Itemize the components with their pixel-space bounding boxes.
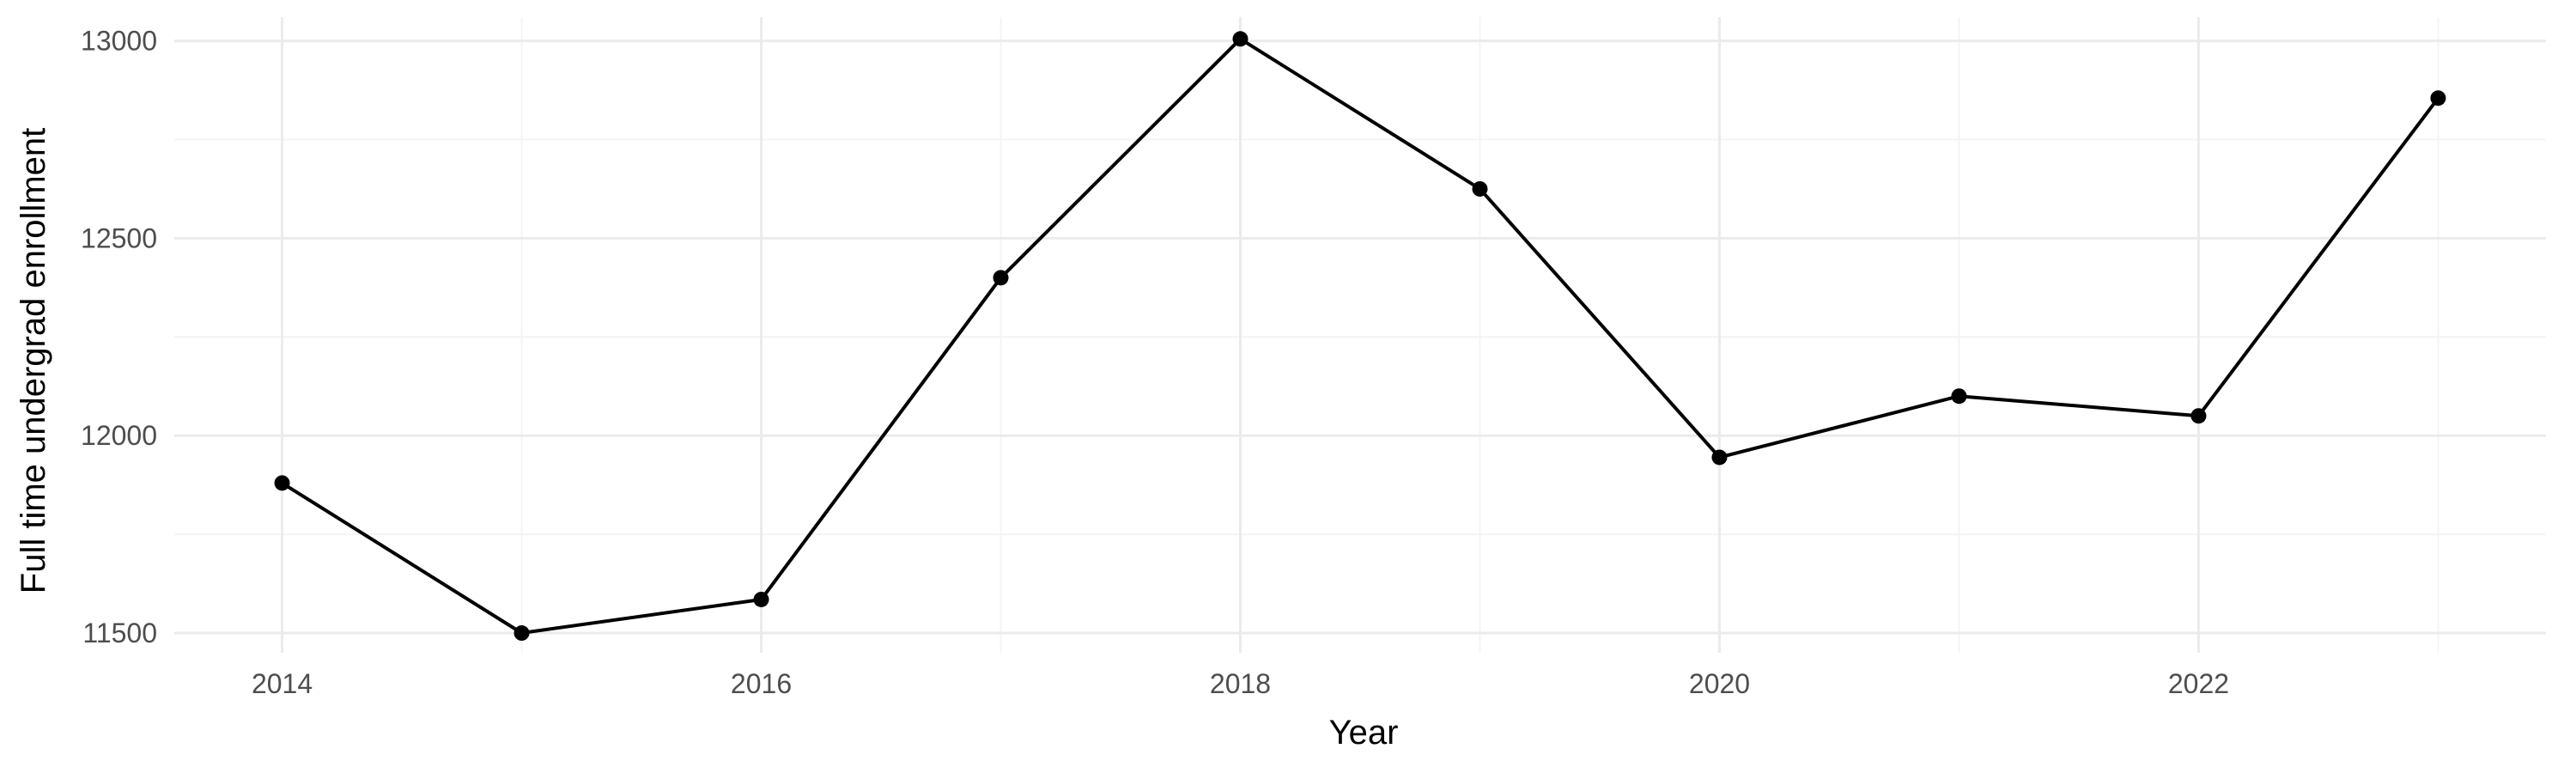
data-point: [513, 625, 530, 642]
y-axis-title: Full time undergrad enrollment: [15, 128, 52, 593]
grid-layer: [174, 17, 2546, 653]
data-point: [274, 475, 290, 491]
data-point: [1472, 180, 1488, 197]
x-axis-title: Year: [1329, 714, 1399, 752]
data-point: [1951, 388, 1967, 405]
data-point: [2430, 90, 2446, 107]
x-tick-label: 2014: [252, 668, 313, 699]
x-tick-label: 2018: [1210, 668, 1271, 699]
y-tick-label: 13000: [81, 26, 157, 57]
x-tick-label: 2016: [731, 668, 792, 699]
data-point: [2190, 408, 2207, 424]
data-point: [753, 591, 769, 607]
series-layer: [274, 31, 2446, 642]
data-point: [1232, 31, 1249, 47]
y-tick-label: 12000: [81, 420, 157, 451]
y-tick-label: 12500: [81, 222, 157, 253]
data-point: [1711, 449, 1728, 466]
axes-layer: 11500 12000 12500 13000 2014 2016 2018 2020 2022: [81, 26, 2229, 699]
series-line: [281, 37, 2440, 635]
x-tick-label: 2020: [1689, 668, 1750, 699]
y-tick-label: 11500: [82, 618, 157, 648]
data-point: [993, 270, 1009, 286]
x-tick-label: 2022: [2168, 668, 2229, 699]
